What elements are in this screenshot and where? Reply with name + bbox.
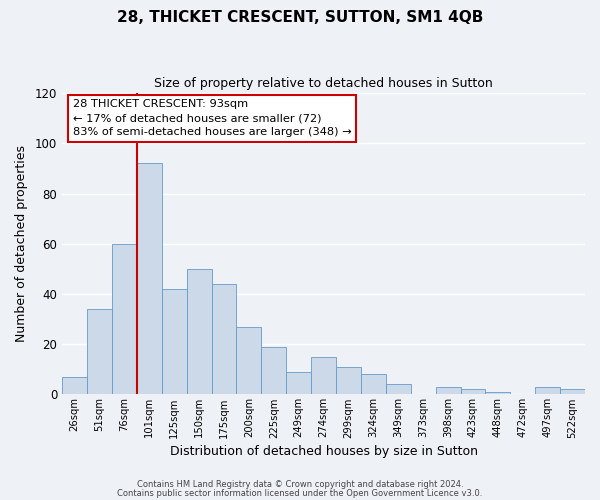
- Bar: [162, 289, 187, 395]
- Bar: [336, 367, 361, 394]
- Bar: [62, 377, 87, 394]
- Bar: [112, 244, 137, 394]
- Bar: [137, 164, 162, 394]
- Bar: [262, 346, 286, 395]
- Bar: [286, 372, 311, 394]
- Bar: [386, 384, 411, 394]
- Bar: [535, 387, 560, 394]
- Y-axis label: Number of detached properties: Number of detached properties: [15, 145, 28, 342]
- Bar: [187, 269, 212, 394]
- Bar: [461, 390, 485, 394]
- Text: Contains HM Land Registry data © Crown copyright and database right 2024.: Contains HM Land Registry data © Crown c…: [137, 480, 463, 489]
- Text: 28, THICKET CRESCENT, SUTTON, SM1 4QB: 28, THICKET CRESCENT, SUTTON, SM1 4QB: [117, 10, 483, 25]
- Bar: [361, 374, 386, 394]
- Text: Contains public sector information licensed under the Open Government Licence v3: Contains public sector information licen…: [118, 488, 482, 498]
- Bar: [485, 392, 511, 394]
- X-axis label: Distribution of detached houses by size in Sutton: Distribution of detached houses by size …: [170, 444, 478, 458]
- Bar: [311, 356, 336, 395]
- Text: 28 THICKET CRESCENT: 93sqm
← 17% of detached houses are smaller (72)
83% of semi: 28 THICKET CRESCENT: 93sqm ← 17% of deta…: [73, 99, 351, 137]
- Bar: [212, 284, 236, 395]
- Bar: [87, 309, 112, 394]
- Title: Size of property relative to detached houses in Sutton: Size of property relative to detached ho…: [154, 78, 493, 90]
- Bar: [436, 387, 461, 394]
- Bar: [560, 390, 585, 394]
- Bar: [236, 326, 262, 394]
